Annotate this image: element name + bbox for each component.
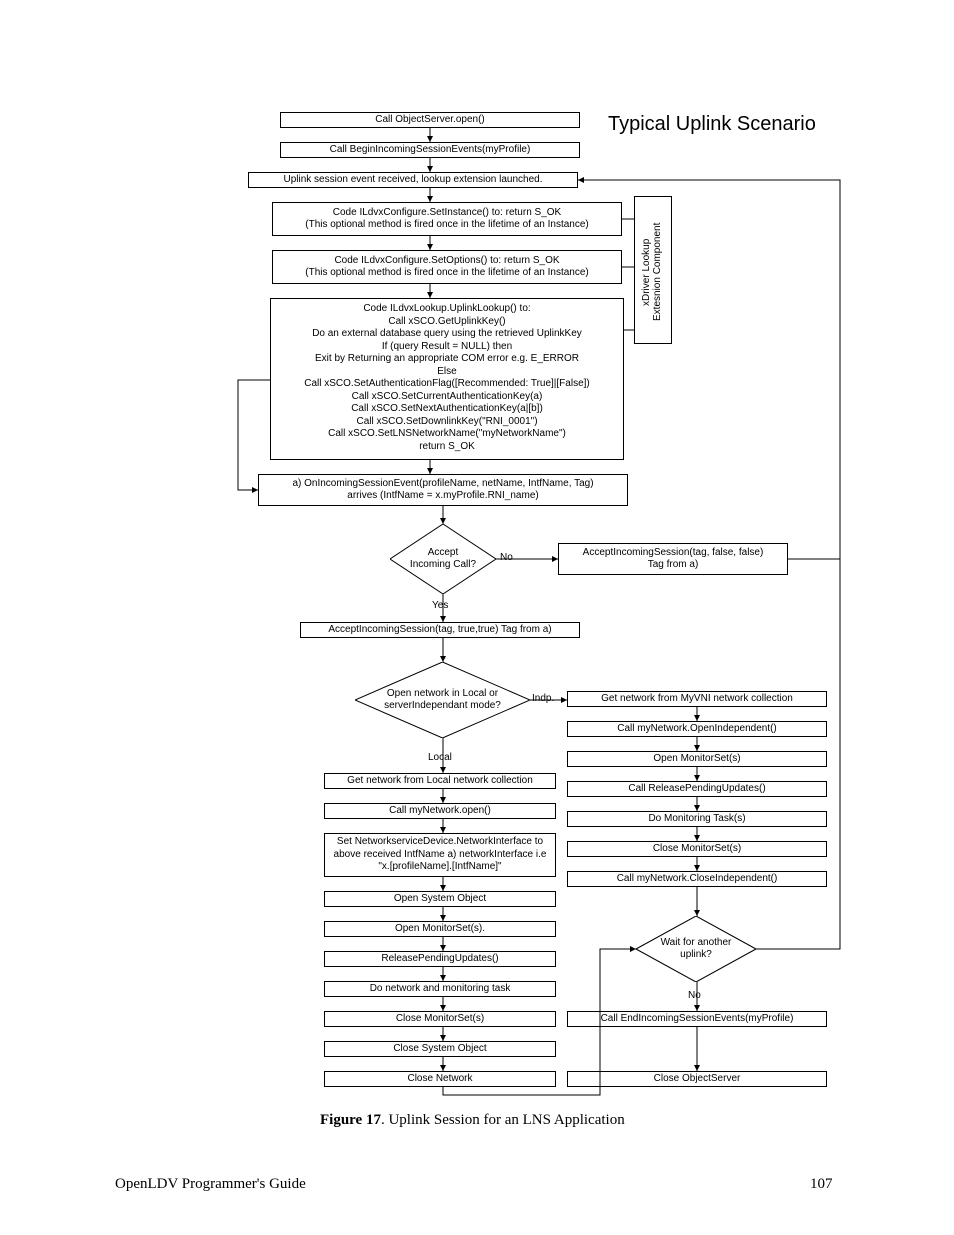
caption-bold: Figure 17	[320, 1112, 381, 1128]
box-set-netinterface: Set NetworkserviceDevice.NetworkInterfac…	[324, 833, 556, 877]
text-line: above received IntfName a) networkInterf…	[334, 849, 547, 862]
box-open-monitorset-r: Open MonitorSet(s)	[567, 751, 827, 767]
box-release-pending-l: ReleasePendingUpdates()	[324, 951, 556, 967]
text-line: Code ILdvxConfigure.SetOptions() to: ret…	[334, 255, 559, 268]
box-objectserver-open: Call ObjectServer.open()	[280, 112, 580, 128]
box-close-independent: Call myNetwork.CloseIndependent()	[567, 871, 827, 887]
text-line: AcceptIncomingSession(tag, false, false)	[583, 547, 764, 560]
text-line: Code ILdvxConfigure.SetInstance() to: re…	[333, 207, 561, 220]
box-open-monitorset-l: Open MonitorSet(s).	[324, 921, 556, 937]
text-line: return S_OK	[419, 441, 475, 454]
text-line: Call xSCO.GetUplinkKey()	[388, 316, 505, 329]
box-begin-incoming: Call BeginIncomingSessionEvents(myProfil…	[280, 142, 580, 158]
text-line: arrives (IntfName = x.myProfile.RNI_name…	[347, 490, 538, 503]
box-local-get: Get network from Local network collectio…	[324, 773, 556, 789]
footer-left: OpenLDV Programmer's Guide	[115, 1176, 306, 1193]
text-line: Do an external database query using the …	[312, 328, 582, 341]
text-line: Call xSCO.SetCurrentAuthenticationKey(a)	[352, 391, 543, 404]
label-no1: No	[500, 552, 513, 563]
diagram-title: Typical Uplink Scenario	[608, 113, 816, 136]
footer-right: 107	[810, 1176, 833, 1193]
diamond-label: Open network in Local or serverIndependa…	[384, 688, 501, 712]
box-setoptions: Code ILdvxConfigure.SetOptions() to: ret…	[272, 250, 622, 284]
box-close-monitorset-l: Close MonitorSet(s)	[324, 1011, 556, 1027]
diamond-accept-call: Accept Incoming Call?	[390, 524, 496, 594]
caption-rest: . Uplink Session for an LNS Application	[381, 1112, 625, 1128]
box-do-monitoring: Do Monitoring Task(s)	[567, 811, 827, 827]
text-line: Call xSCO.SetLNSNetworkName("myNetworkNa…	[328, 428, 566, 441]
box-close-monitorset-r: Close MonitorSet(s)	[567, 841, 827, 857]
side-bracket	[634, 196, 672, 344]
box-open-system: Open System Object	[324, 891, 556, 907]
box-release-pending-r: Call ReleasePendingUpdates()	[567, 781, 827, 797]
box-setinstance: Code ILdvxConfigure.SetInstance() to: re…	[272, 202, 622, 236]
text-line: Tag from a)	[648, 559, 699, 572]
text-line: Else	[437, 366, 456, 379]
box-close-network: Close Network	[324, 1071, 556, 1087]
box-accept-true: AcceptIncomingSession(tag, true,true) Ta…	[300, 622, 580, 638]
text-line: (This optional method is fired once in t…	[305, 267, 588, 280]
diamond-open-mode: Open network in Local or serverIndependa…	[355, 662, 530, 738]
box-local-open: Call myNetwork.open()	[324, 803, 556, 819]
text-line: If (query Result = NULL) then	[382, 341, 512, 354]
text-line: (This optional method is fired once in t…	[305, 219, 588, 232]
text-line: "x.[profileName].[IntfName]"	[378, 861, 501, 874]
box-close-objectserver: Close ObjectServer	[567, 1071, 827, 1087]
box-get-myvni: Get network from MyVNI network collectio…	[567, 691, 827, 707]
label-no2: No	[688, 990, 701, 1001]
text-line: Call xSCO.SetNextAuthenticationKey(a|[b]…	[351, 403, 543, 416]
label-yes1: Yes	[432, 600, 448, 611]
box-do-network-task: Do network and monitoring task	[324, 981, 556, 997]
box-accept-false: AcceptIncomingSession(tag, false, false)…	[558, 543, 788, 575]
box-open-independent: Call myNetwork.OpenIndependent()	[567, 721, 827, 737]
text-line: Exit by Returning an appropriate COM err…	[315, 353, 579, 366]
text-line: Set NetworkserviceDevice.NetworkInterfac…	[337, 836, 543, 849]
diamond-label: Wait for another uplink?	[661, 937, 732, 961]
label-local: Local	[428, 752, 452, 763]
figure-caption: Figure 17. Uplink Session for an LNS App…	[320, 1112, 625, 1129]
box-uplink-event: Uplink session event received, lookup ex…	[248, 172, 578, 188]
box-uplinklookup: Code ILdvxLookup.UplinkLookup() to: Call…	[270, 298, 624, 460]
box-onincoming: a) OnIncomingSessionEvent(profileName, n…	[258, 474, 628, 506]
box-close-system: Close System Object	[324, 1041, 556, 1057]
text-line: Call xSCO.SetDownlinkKey("RNI_0001")	[356, 416, 537, 429]
diamond-wait-uplink: Wait for another uplink?	[636, 916, 756, 982]
diamond-label: Accept Incoming Call?	[410, 547, 476, 571]
text-line: a) OnIncomingSessionEvent(profileName, n…	[292, 478, 593, 491]
label-indp: Indp.	[532, 693, 554, 704]
text-line: Code ILdvxLookup.UplinkLookup() to:	[363, 303, 530, 316]
text-line: Call xSCO.SetAuthenticationFlag([Recomme…	[304, 378, 590, 391]
box-end-incoming: Call EndIncomingSessionEvents(myProfile)	[567, 1011, 827, 1027]
page: Typical Uplink Scenario xDriver Lookup E…	[0, 0, 954, 1235]
